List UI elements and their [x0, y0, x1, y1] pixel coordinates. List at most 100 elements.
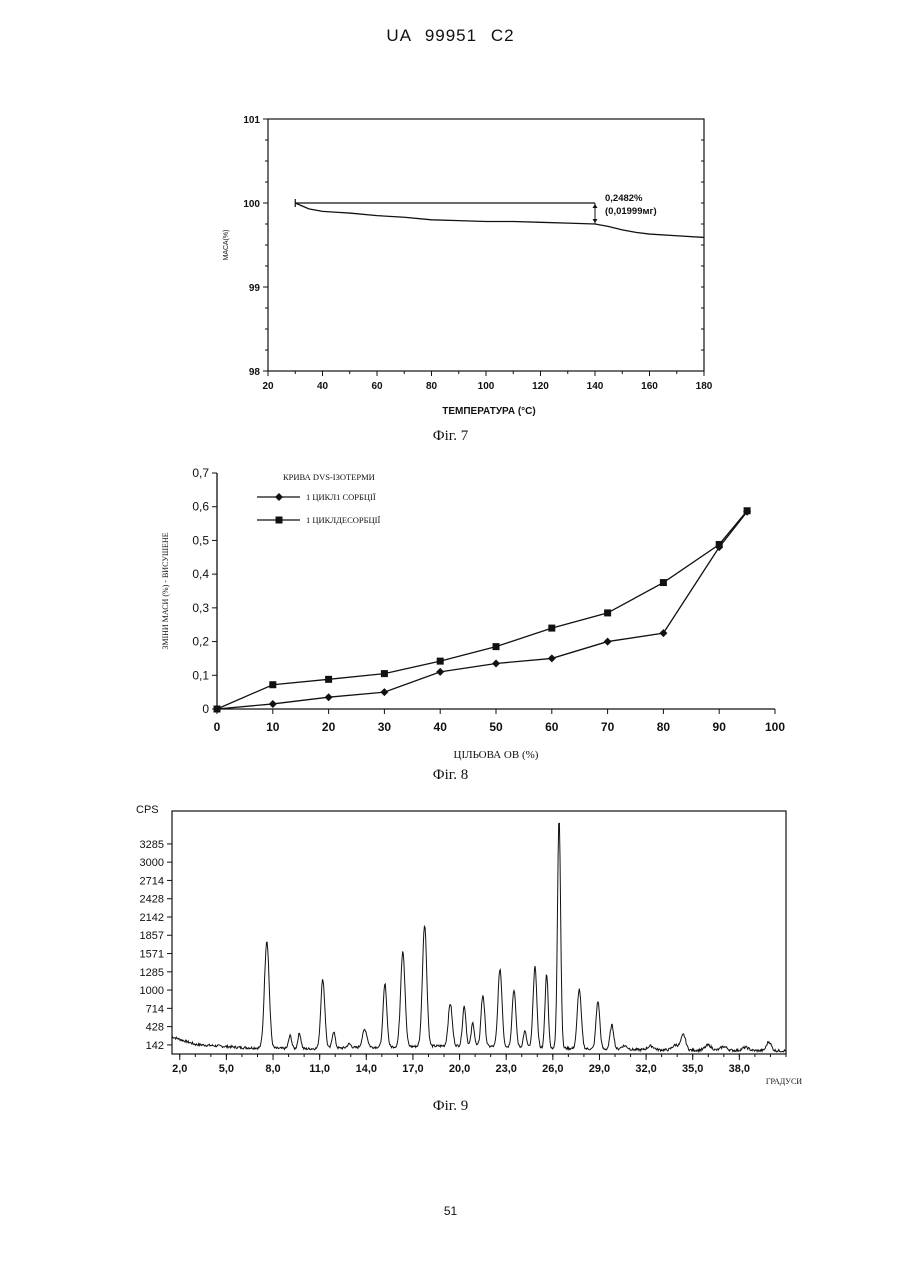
- fig8-desorption-point: [437, 658, 444, 665]
- fig7-annotation-mass: (0,01999мг): [605, 206, 657, 217]
- fig9-y-tick-label: 428: [146, 1022, 164, 1034]
- fig8-series-line: [217, 512, 747, 709]
- fig9-chart: 2,0 5,0 8,0 11,0 14,0 17,0 20,0 23,0 26,0 29,0 32,…: [136, 804, 802, 1086]
- fig9-y-tick-label: 1571: [140, 949, 164, 961]
- fig7-annotation-arrow-up: [593, 204, 598, 208]
- fig7-x-tick-label: 20: [262, 381, 274, 392]
- fig7-y-tick-label: 99: [249, 283, 261, 294]
- fig8-y-tick-label: 0,7: [192, 466, 209, 480]
- fig9-y-tick-label: 142: [146, 1040, 164, 1052]
- fig8-desorption-point: [548, 625, 555, 632]
- fig8-desorption-point: [493, 643, 500, 650]
- fig7-x-tick-label: 140: [587, 381, 604, 392]
- fig9-x-tick-label: 23,0: [495, 1063, 516, 1075]
- fig8-x-tick-label: 50: [489, 720, 503, 734]
- fig9-x-tick-label: 29,0: [589, 1063, 610, 1075]
- fig8-y-tick-label: 0,4: [192, 567, 209, 581]
- fig8-desorption-point: [744, 507, 751, 514]
- fig8-sorption-point: [380, 688, 388, 696]
- fig9-x-tick-label: 20,0: [449, 1063, 470, 1075]
- fig8-desorption-point: [269, 681, 276, 688]
- fig9-y-tick-label: 3285: [140, 839, 164, 851]
- fig8-desorption-point: [214, 706, 221, 713]
- fig9-x-tick-label: 35,0: [682, 1063, 703, 1075]
- fig8-y-tick-label: 0,2: [192, 635, 209, 649]
- fig7-annotation-percent: 0,2482%: [605, 193, 643, 204]
- fig8-y-tick-label: 0: [202, 702, 209, 716]
- fig9-y-tick-label: 714: [146, 1003, 164, 1015]
- fig7-plot-frame: [268, 119, 704, 371]
- fig8-sorption-point: [659, 629, 667, 637]
- fig8-x-tick-label: 20: [322, 720, 336, 734]
- fig7-x-tick-label: 60: [371, 381, 383, 392]
- fig9-y-tick-label: 2142: [140, 912, 164, 924]
- fig8-desorption-point: [716, 541, 723, 548]
- fig7-x-tick-label: 180: [696, 381, 713, 392]
- fig9-x-tick-label: 26,0: [542, 1063, 563, 1075]
- fig8-chart-title: КРИВА DVS-ІЗОТЕРМИ: [283, 472, 375, 482]
- fig9-x-tick-label: 38,0: [729, 1063, 750, 1075]
- fig9-x-tick-label: 32,0: [635, 1063, 656, 1075]
- fig7-x-tick-label: 40: [317, 381, 329, 392]
- fig8-y-tick-label: 0,6: [192, 500, 209, 514]
- fig8-x-tick-label: 10: [266, 720, 280, 734]
- fig8-x-tick-label: 90: [713, 720, 727, 734]
- fig7-x-tick-label: 120: [532, 381, 549, 392]
- fig9-x-tick-label: 2,0: [172, 1063, 187, 1075]
- fig7-y-axis-label: МАСА(%): [223, 230, 230, 261]
- fig9-x-axis-label: ГРАДУСИ: [766, 1077, 802, 1086]
- fig7-x-tick-label: 80: [426, 381, 438, 392]
- fig7-y-tick-label: 100: [243, 199, 260, 210]
- fig7-x-axis-label: ТЕМПЕРАТУРА (°C): [442, 406, 535, 417]
- fig8-desorption-point: [604, 609, 611, 616]
- fig7-chart: 20 40 60 80 100 120 140 160 180 98 99 100 101 МАСА(%)…: [223, 115, 713, 417]
- fig8-x-tick-label: 80: [657, 720, 671, 734]
- fig8-chart: 0 10 20 30 40 50 60 70 80 90 100 0 0,1 0,2 0,3 0,4 0,5 0,…: [161, 466, 785, 761]
- fig7-y-tick-label: 101: [243, 115, 260, 126]
- fig8-desorption-point: [381, 670, 388, 677]
- fig8-x-axis-label: ЦІЛЬОВА ОВ (%): [454, 749, 539, 761]
- fig8-legend-marker-square: [276, 517, 283, 524]
- fig8-series-line: [217, 511, 747, 709]
- fig9-y-tick-label: 2428: [140, 894, 164, 906]
- fig9-y-tick-label: 2714: [140, 875, 164, 887]
- fig8-x-tick-label: 40: [434, 720, 448, 734]
- fig8-sorption-point: [269, 700, 277, 708]
- fig8-x-tick-label: 60: [545, 720, 559, 734]
- fig9-y-tick-label: 3000: [140, 857, 164, 869]
- fig8-x-tick-label: 0: [214, 720, 221, 734]
- fig8-desorption-point: [325, 676, 332, 683]
- fig8-x-tick-label: 100: [765, 720, 785, 734]
- fig8-legend-marker-diamond: [275, 493, 283, 501]
- fig9-x-tick-label: 8,0: [265, 1063, 280, 1075]
- fig8-sorption-point: [548, 654, 556, 662]
- fig8-x-tick-label: 70: [601, 720, 615, 734]
- fig8-y-tick-label: 0,1: [192, 668, 209, 682]
- fig7-x-tick-label: 100: [478, 381, 495, 392]
- fig9-diffraction-pattern: [172, 823, 786, 1052]
- fig8-legend-label: 1 ЦИКЛ1 СОРБЦІЇ: [306, 492, 376, 502]
- fig8-legend-label: 1 ЦИКЛДЕСОРБЦІЇ: [306, 515, 380, 525]
- fig9-x-tick-label: 5,0: [219, 1063, 234, 1075]
- fig8-x-tick-label: 30: [378, 720, 392, 734]
- fig8-sorption-point: [436, 668, 444, 676]
- fig7-x-tick-label: 160: [641, 381, 658, 392]
- fig9-y-tick-label: 1000: [140, 985, 164, 997]
- fig8-y-axis-label: ЗМІНИ МАСИ (%) - ВИСУШЕНЕ: [161, 532, 170, 649]
- fig9-x-tick-label: 17,0: [402, 1063, 423, 1075]
- fig9-y-tick-label: 1285: [140, 967, 164, 979]
- fig8-desorption-point: [660, 579, 667, 586]
- fig8-sorption-point: [604, 638, 612, 646]
- fig8-sorption-point: [325, 693, 333, 701]
- fig7-y-tick-label: 98: [249, 367, 261, 378]
- fig9-y-tick-label: 1857: [140, 930, 164, 942]
- fig7-annotation-arrow-down: [593, 219, 598, 223]
- fig9-plot-frame: [172, 811, 786, 1054]
- fig9-y-axis-label: CPS: [136, 804, 159, 816]
- fig8-y-tick-label: 0,3: [192, 601, 209, 615]
- fig9-x-tick-label: 14,0: [356, 1063, 377, 1075]
- fig9-x-tick-label: 11,0: [309, 1063, 330, 1075]
- fig8-sorption-point: [492, 659, 500, 667]
- fig8-y-tick-label: 0,5: [192, 533, 209, 547]
